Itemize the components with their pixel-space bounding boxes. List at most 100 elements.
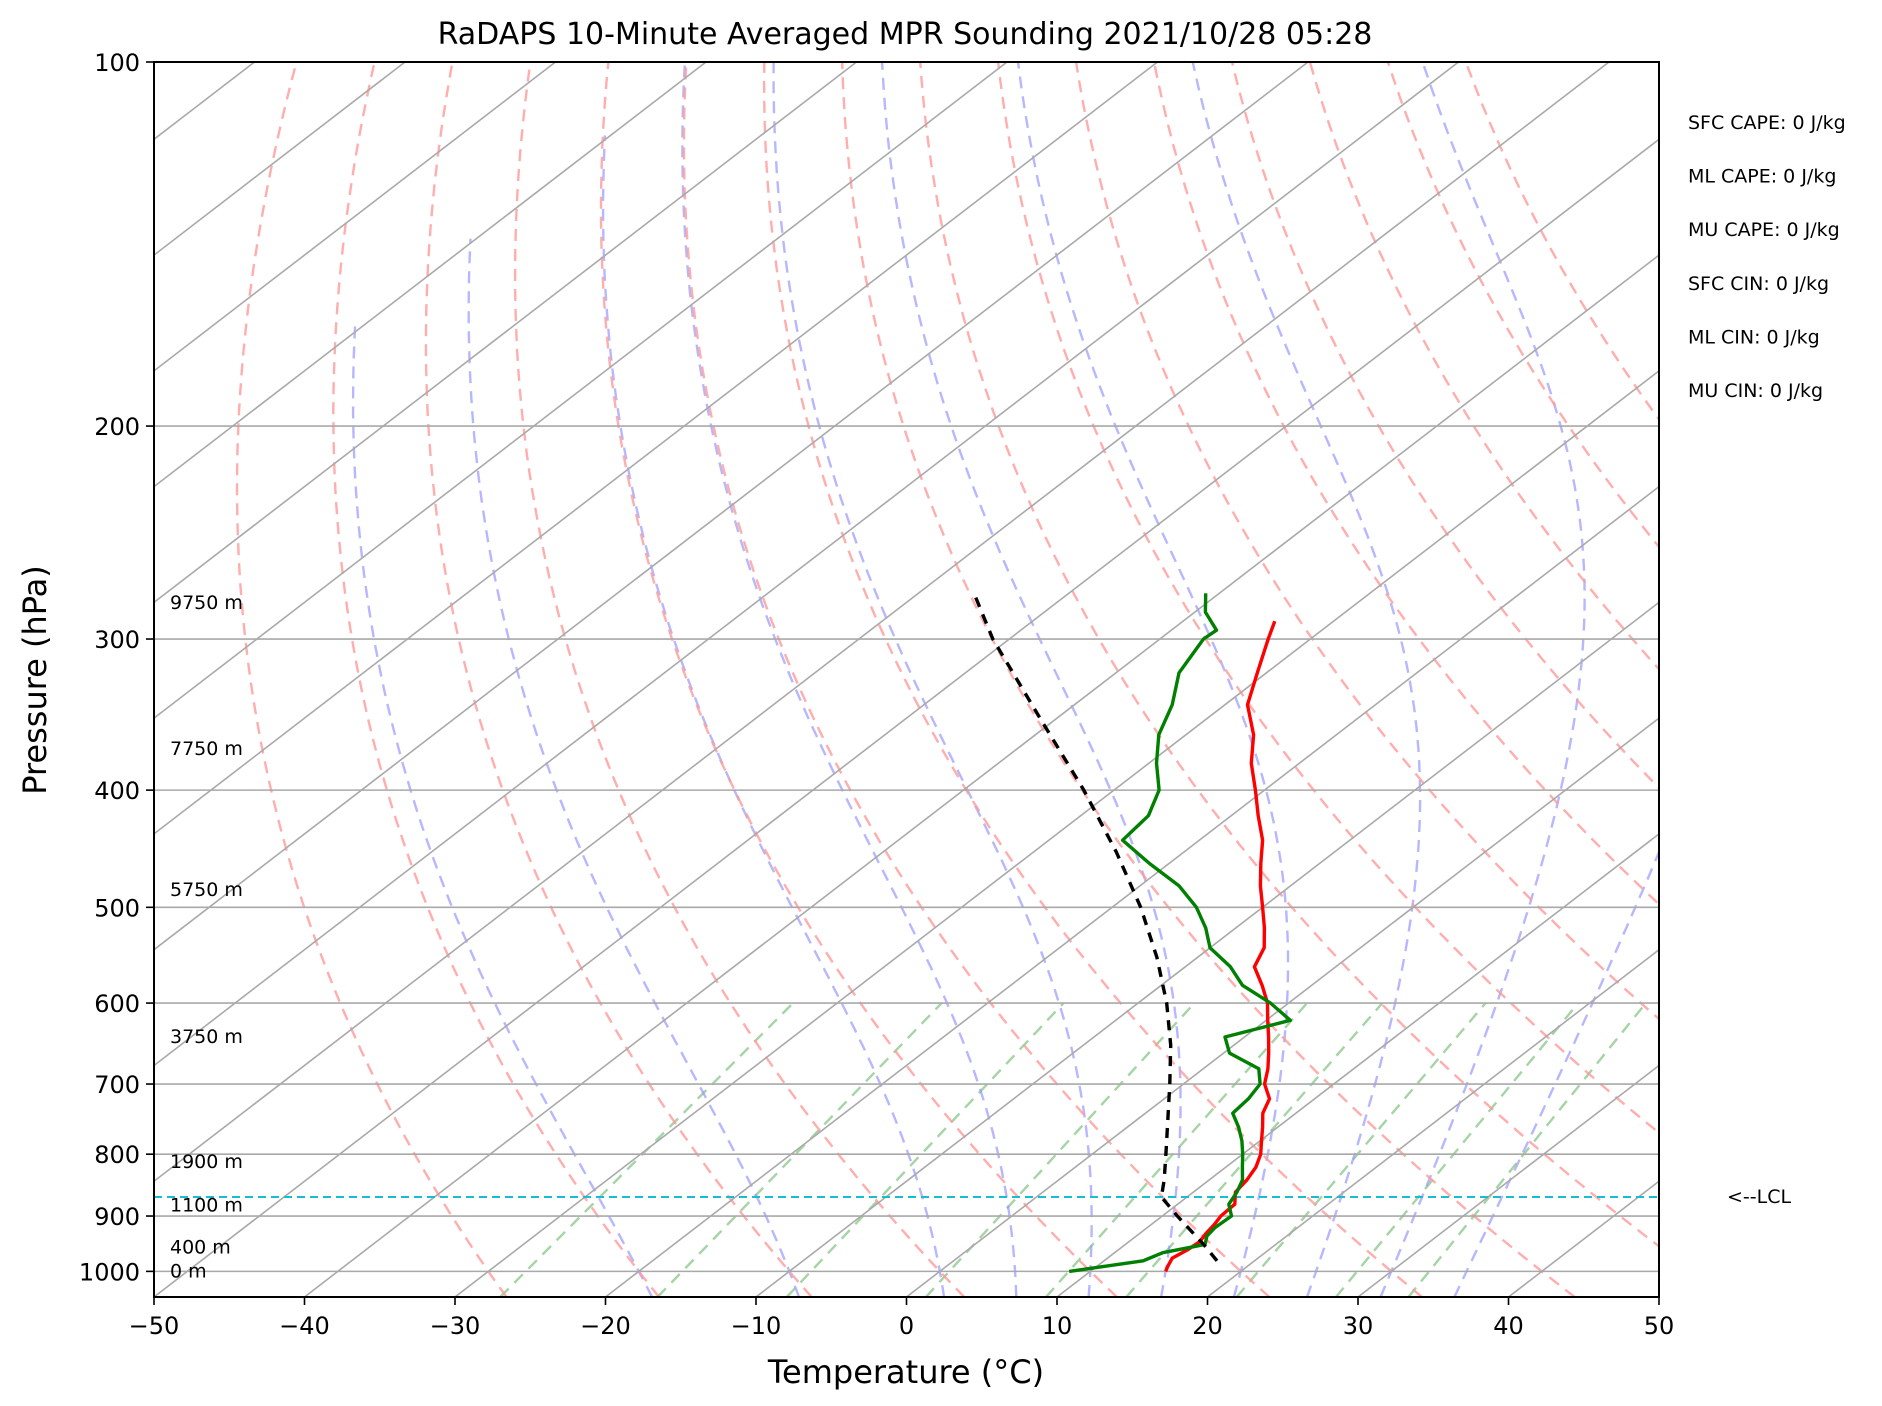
isotherm-line [1357,1064,1659,1297]
isotherm-line [605,485,1659,1297]
dry-adiabats [235,62,1659,1297]
isotherm-line [1207,948,1659,1297]
x-tick-label: 10 [1042,1312,1073,1340]
x-tick-label: −50 [129,1312,180,1340]
moist-adiabat-line [1453,849,1659,1297]
isotherm-line [906,717,1659,1297]
y-tick-label: 900 [94,1203,140,1231]
y-tick-label: 200 [94,413,140,441]
moist-adiabat-line [880,62,1182,1297]
dry-adiabat-line [332,62,660,1297]
height-label: 400 m [170,1237,231,1259]
dry-adiabat-line [424,62,813,1297]
x-axis-ticks: −50 −40 −30 −20 −10 0 10 20 30 40 50 [129,1297,1675,1340]
isotherm-line [154,62,1309,951]
isotherm-line [154,62,707,488]
isotherms [154,62,1659,1297]
height-label: 7750 m [170,738,243,760]
isotherm-line [154,62,406,257]
dry-adiabat-line [1152,62,1659,906]
mixing-ratio-line [1045,1002,1308,1297]
y-axis-ticks: 1000 900 800 700 600 500 400 300 200 100 [79,49,154,1286]
moist-adiabat-line [467,238,801,1297]
mixing-ratio-line [656,1002,943,1297]
isotherm-line [154,62,1459,1067]
isotherm-line [154,62,857,604]
y-tick-label: 500 [94,894,140,922]
dry-adiabat-line [919,62,1659,1248]
chart-title: RaDAPS 10-Minute Averaged MPR Sounding 2… [438,17,1373,52]
plot-area [154,62,1659,1297]
y-tick-label: 400 [94,777,140,805]
height-label: 5750 m [170,879,243,901]
dry-adiabat-line [1230,62,1659,790]
stability-index-label: ML CIN: 0 J/kg [1688,326,1820,348]
height-label: 1900 m [170,1151,243,1173]
stability-index-label: ML CAPE: 0 J/kg [1688,166,1836,188]
height-label: 9750 m [170,592,243,614]
y-axis-label: Pressure (hPa) [16,565,54,795]
dry-adiabat-line [682,62,1271,1297]
x-tick-label: 30 [1343,1312,1374,1340]
plot-frame [153,61,1660,1298]
isotherm-line [1658,1295,1659,1297]
moist-adiabat-line [601,135,946,1297]
x-tick-label: −20 [580,1312,631,1340]
dry-adiabat-line [1308,62,1659,671]
mixing-ratio-line [1235,1002,1487,1297]
lcl-label-group: <--LCL [1727,1186,1791,1208]
x-tick-label: −10 [731,1312,782,1340]
isotherm-line [454,369,1659,1297]
isotherm-line [755,601,1659,1297]
dry-adiabat-line [762,62,1423,1297]
isotherm-line [154,138,1659,1297]
moist-adiabat-line [1379,62,1586,1297]
parcel-line [972,592,1219,1262]
isotherm-line [1508,1180,1659,1297]
height-label: 1100 m [170,1194,243,1216]
isotherm-line [1056,832,1659,1297]
mixing-ratio-line [925,1002,1196,1297]
moist-adiabat-line [351,324,654,1297]
mixing-ratio-line [1407,1002,1647,1297]
mixing-ratio-line [1335,1002,1580,1297]
moist-adiabat-line [772,62,1093,1297]
stability-index-label: MU CAPE: 0 J/kg [1688,219,1840,241]
dewpoint-line [1068,593,1292,1274]
height-label: 3750 m [170,1026,243,1048]
dry-adiabat-line [235,62,508,1297]
stability-index-label: SFC CAPE: 0 J/kg [1688,112,1846,134]
stability-index-label: SFC CIN: 0 J/kg [1688,273,1829,295]
isotherm-line [154,62,1610,1183]
isotherm-line [154,62,556,372]
dry-adiabat-line [841,62,1576,1297]
isotherm-line [154,62,1008,720]
y-tick-label: 700 [94,1071,140,1099]
moist-adiabat-line [1191,62,1422,1297]
moist-adiabat-line [681,62,1018,1297]
moist-adiabat-line [1016,62,1290,1297]
x-tick-label: −40 [279,1312,330,1340]
isotherm-line [304,254,1659,1297]
stability-index-label: MU CIN: 0 J/kg [1688,380,1823,402]
y-tick-label: 300 [94,626,140,654]
isobars [154,62,1659,1273]
dry-adiabat-line [996,62,1659,1135]
sounding-series [972,592,1292,1274]
lcl-label: <--LCL [1727,1186,1791,1208]
dry-adiabat-line [1074,62,1659,1021]
temperature-line [1164,620,1277,1273]
y-tick-label: 1000 [79,1258,140,1286]
y-tick-label: 100 [94,49,140,77]
height-label: 0 m [170,1260,207,1282]
x-tick-label: 50 [1644,1312,1675,1340]
x-axis-label: Temperature (°C) [767,1353,1044,1391]
stability-indices: SFC CAPE: 0 J/kg ML CAPE: 0 J/kg MU CAPE: … [1688,112,1846,402]
isotherm-line [154,62,1158,835]
x-tick-label: 0 [899,1312,914,1340]
y-tick-label: 800 [94,1141,140,1169]
dry-adiabat-line [1464,62,1659,422]
dry-adiabat-line [599,62,1118,1297]
